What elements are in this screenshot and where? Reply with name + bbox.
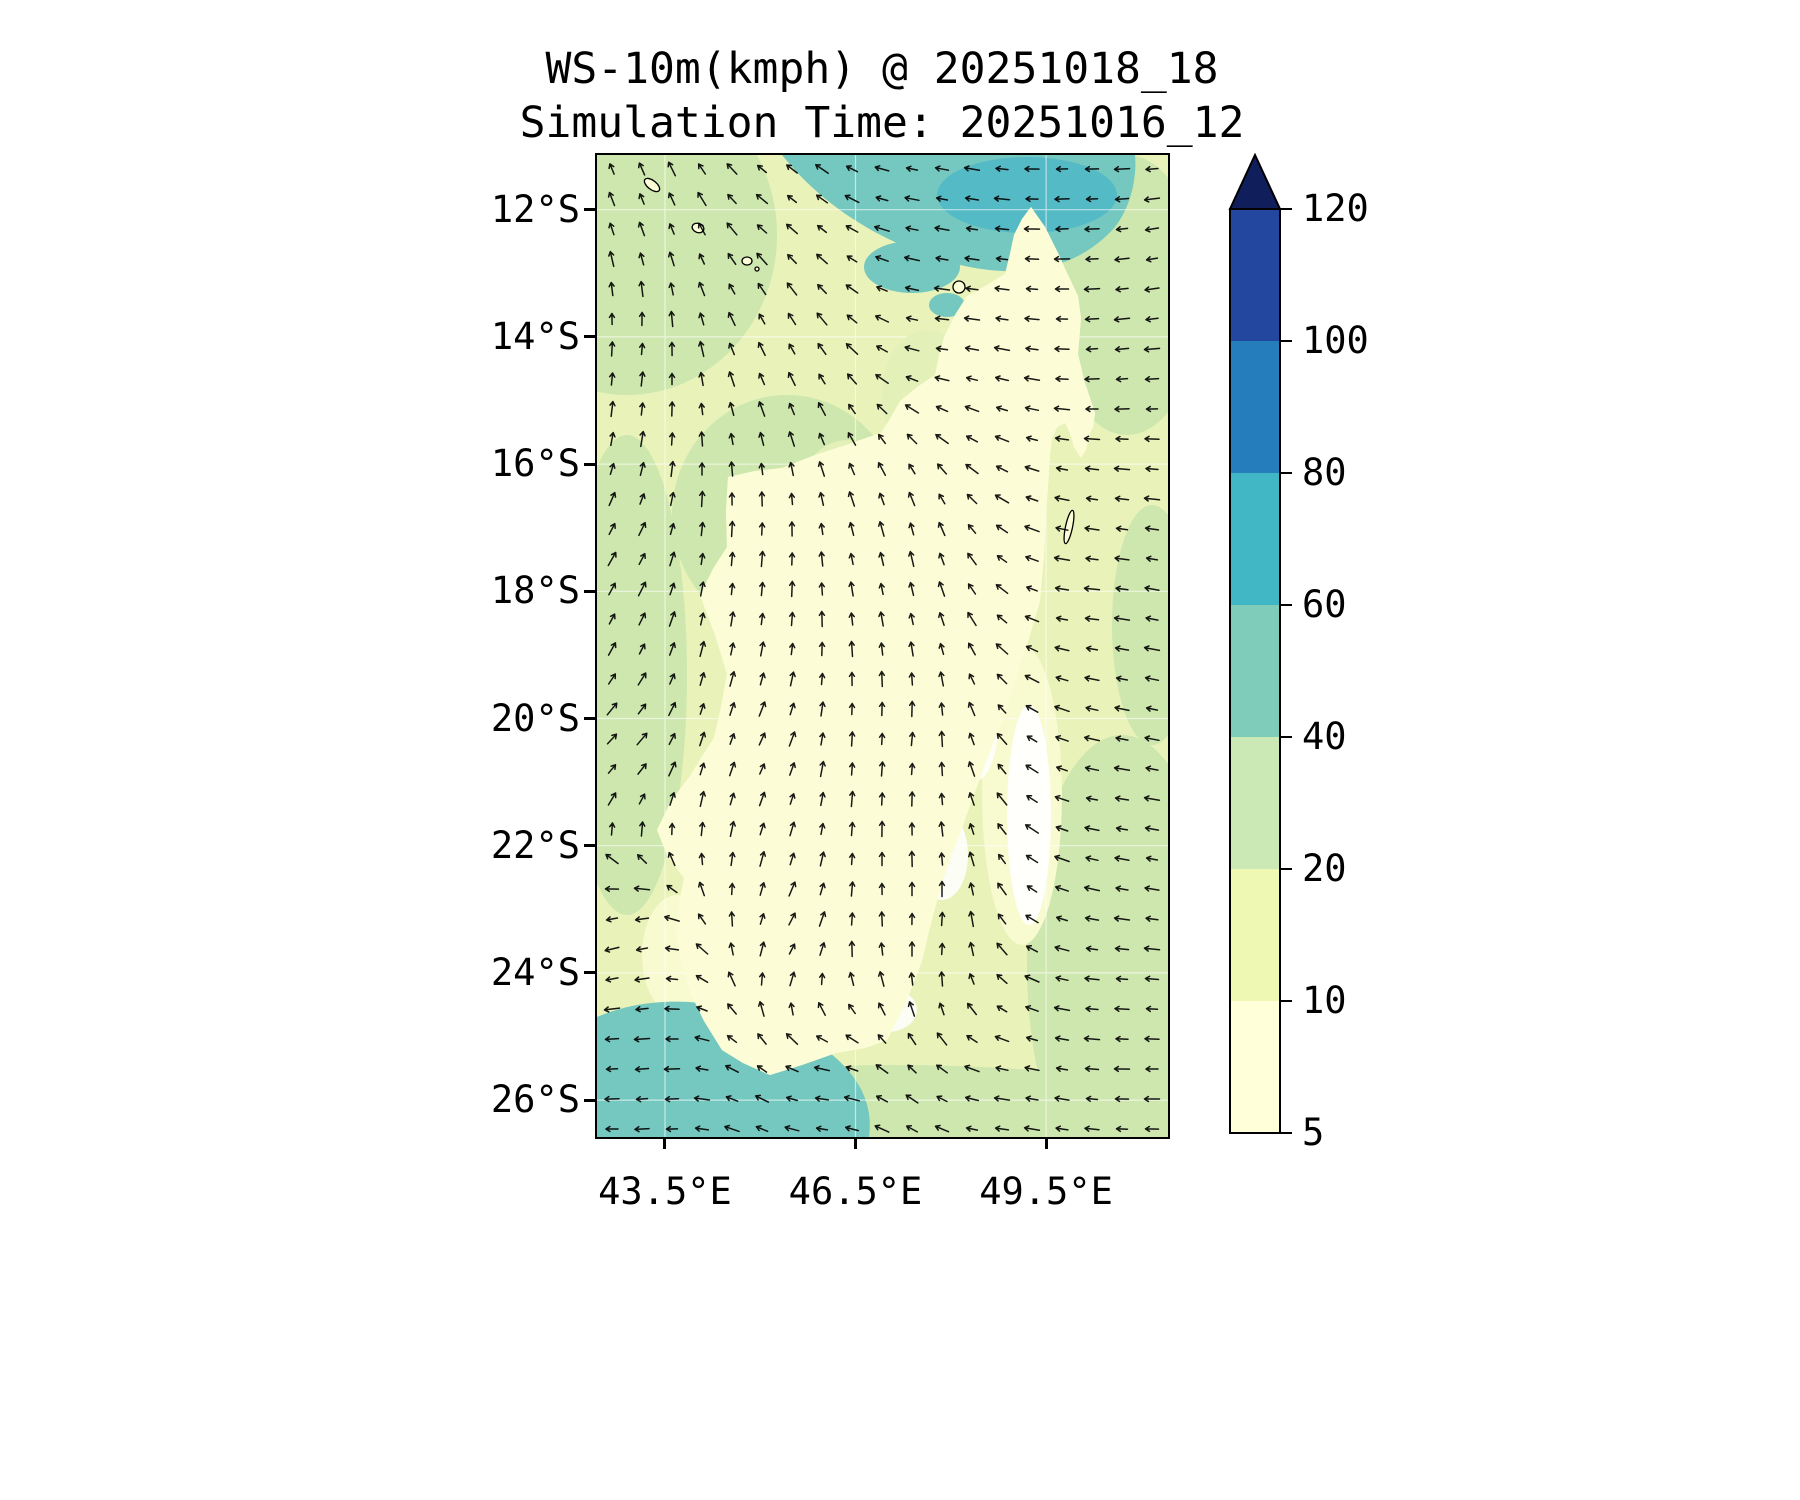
y-tick-label: 14°S	[490, 314, 580, 358]
y-tick-mark	[584, 717, 595, 720]
colorbar-tick-label: 20	[1302, 847, 1347, 890]
map-plot	[595, 153, 1170, 1139]
y-tick-label: 16°S	[490, 442, 580, 486]
x-tick-label: 43.5°E	[598, 1170, 732, 1213]
colorbar-tick-label: 80	[1302, 451, 1347, 494]
colorbar-tick-label: 120	[1302, 187, 1369, 230]
chart-subtitle: Simulation Time: 20251016_12	[519, 98, 1245, 148]
colorbar-segment	[1230, 209, 1280, 341]
y-tick-mark	[584, 844, 595, 848]
y-tick-mark	[584, 462, 595, 466]
y-tick-label: 22°S	[490, 823, 580, 867]
y-tick-mark	[584, 971, 595, 975]
y-tick-mark	[584, 589, 595, 593]
colorbar-tick-label: 100	[1302, 319, 1369, 362]
colorbar-canvas	[1228, 153, 1292, 1134]
colorbar-segment	[1230, 869, 1280, 1001]
colorbar-tick-label: 10	[1302, 979, 1347, 1022]
y-tick-label: 26°S	[490, 1078, 580, 1122]
y-tick-mark	[584, 335, 595, 339]
colorbar	[1228, 153, 1298, 1137]
chart-title: WS-10m(kmph) @ 20251018_18	[545, 44, 1219, 94]
x-tick-label: 49.5°E	[979, 1170, 1113, 1213]
colorbar-tick-label: 60	[1302, 583, 1347, 626]
colorbar-segment	[1230, 473, 1280, 605]
map-canvas	[597, 155, 1168, 1137]
colorbar-segment	[1230, 1001, 1280, 1133]
wind-arrows	[603, 161, 1161, 1133]
x-tick-mark	[1044, 1139, 1048, 1149]
colorbar-tick-label: 40	[1302, 715, 1347, 758]
y-tick-label: 20°S	[490, 696, 580, 740]
y-tick-label: 18°S	[490, 569, 580, 613]
y-tick-mark	[584, 208, 595, 212]
colorbar-frame	[1229, 208, 1281, 1134]
x-tick-label: 46.5°E	[788, 1170, 923, 1213]
x-tick-mark	[854, 1139, 857, 1149]
y-tick-label: 12°S	[490, 187, 580, 231]
y-tick-label: 24°S	[490, 950, 580, 994]
colorbar-segment	[1230, 341, 1280, 473]
colorbar-segment	[1230, 605, 1280, 737]
x-tick-mark	[663, 1139, 667, 1149]
y-tick-mark	[584, 1098, 595, 1102]
colorbar-tick-label: 5	[1302, 1111, 1325, 1154]
colorbar-over-arrow	[1228, 153, 1282, 210]
colorbar-segment	[1230, 737, 1280, 869]
